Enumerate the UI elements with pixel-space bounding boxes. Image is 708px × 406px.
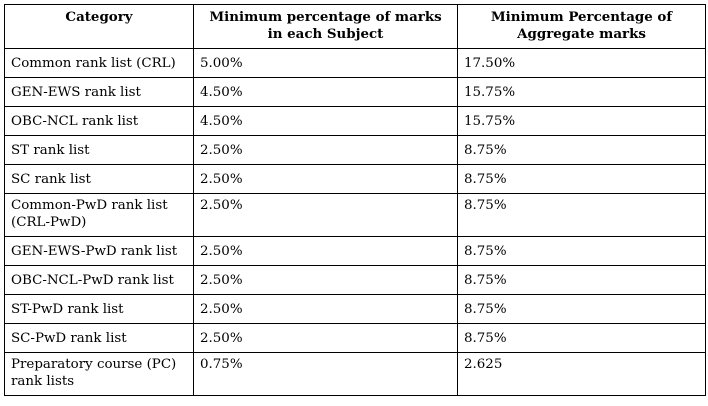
aggregate-percentage-cell: 8.75% xyxy=(457,265,706,295)
subject-percentage-cell: 5.00% xyxy=(193,48,458,78)
table-row: GEN-EWS-PwD rank list 2.50% 8.75% xyxy=(4,236,706,266)
subject-percentage-cell: 2.50% xyxy=(193,265,458,295)
header-category: Category xyxy=(4,4,194,49)
category-cell: SC rank list xyxy=(4,164,194,194)
header-min-subject: Minimum percentage of marks in each Subj… xyxy=(193,4,458,49)
subject-percentage-cell: 2.50% xyxy=(193,135,458,165)
subject-percentage-cell: 2.50% xyxy=(193,294,458,324)
aggregate-percentage-cell: 8.75% xyxy=(457,193,706,237)
subject-percentage-cell: 0.75% xyxy=(193,352,458,396)
subject-percentage-cell: 2.50% xyxy=(193,236,458,266)
subject-percentage-cell: 4.50% xyxy=(193,77,458,107)
subject-percentage-cell: 2.50% xyxy=(193,323,458,353)
aggregate-percentage-cell: 8.75% xyxy=(457,135,706,165)
table-row: OBC-NCL-PwD rank list 2.50% 8.75% xyxy=(4,265,706,295)
table-row: ST-PwD rank list 2.50% 8.75% xyxy=(4,294,706,324)
subject-percentage-cell: 2.50% xyxy=(193,193,458,237)
aggregate-percentage-cell: 8.75% xyxy=(457,294,706,324)
aggregate-percentage-cell: 17.50% xyxy=(457,48,706,78)
category-cell: OBC-NCL rank list xyxy=(4,106,194,136)
aggregate-percentage-cell: 8.75% xyxy=(457,236,706,266)
category-cell: Preparatory course (PC) rank lists xyxy=(4,352,194,396)
header-row: Category Minimum percentage of marks in … xyxy=(4,4,706,49)
category-cell: OBC-NCL-PwD rank list xyxy=(4,265,194,295)
aggregate-percentage-cell: 8.75% xyxy=(457,323,706,353)
category-cell: SC-PwD rank list xyxy=(4,323,194,353)
subject-percentage-cell: 2.50% xyxy=(193,164,458,194)
category-cell: GEN-EWS rank list xyxy=(4,77,194,107)
aggregate-percentage-cell: 15.75% xyxy=(457,77,706,107)
category-cell: ST-PwD rank list xyxy=(4,294,194,324)
header-min-aggregate: Minimum Percentage of Aggregate marks xyxy=(457,4,706,49)
category-cell: ST rank list xyxy=(4,135,194,165)
table-row: Common-PwD rank list (CRL-PwD) 2.50% 8.7… xyxy=(4,193,706,237)
category-cell: Common-PwD rank list (CRL-PwD) xyxy=(4,193,194,237)
subject-percentage-cell: 4.50% xyxy=(193,106,458,136)
aggregate-percentage-cell: 8.75% xyxy=(457,164,706,194)
table-row: GEN-EWS rank list 4.50% 15.75% xyxy=(4,77,706,107)
category-cell: Common rank list (CRL) xyxy=(4,48,194,78)
table-row: Preparatory course (PC) rank lists 0.75%… xyxy=(4,352,706,396)
table-row: SC rank list 2.50% 8.75% xyxy=(4,164,706,194)
table-row: Common rank list (CRL) 5.00% 17.50% xyxy=(4,48,706,78)
category-cell: GEN-EWS-PwD rank list xyxy=(4,236,194,266)
aggregate-percentage-cell: 15.75% xyxy=(457,106,706,136)
table-row: SC-PwD rank list 2.50% 8.75% xyxy=(4,323,706,353)
aggregate-percentage-cell: 2.625 xyxy=(457,352,706,396)
table-row: OBC-NCL rank list 4.50% 15.75% xyxy=(4,106,706,136)
eligibility-table: Category Minimum percentage of marks in … xyxy=(4,4,706,396)
table-row: ST rank list 2.50% 8.75% xyxy=(4,135,706,165)
